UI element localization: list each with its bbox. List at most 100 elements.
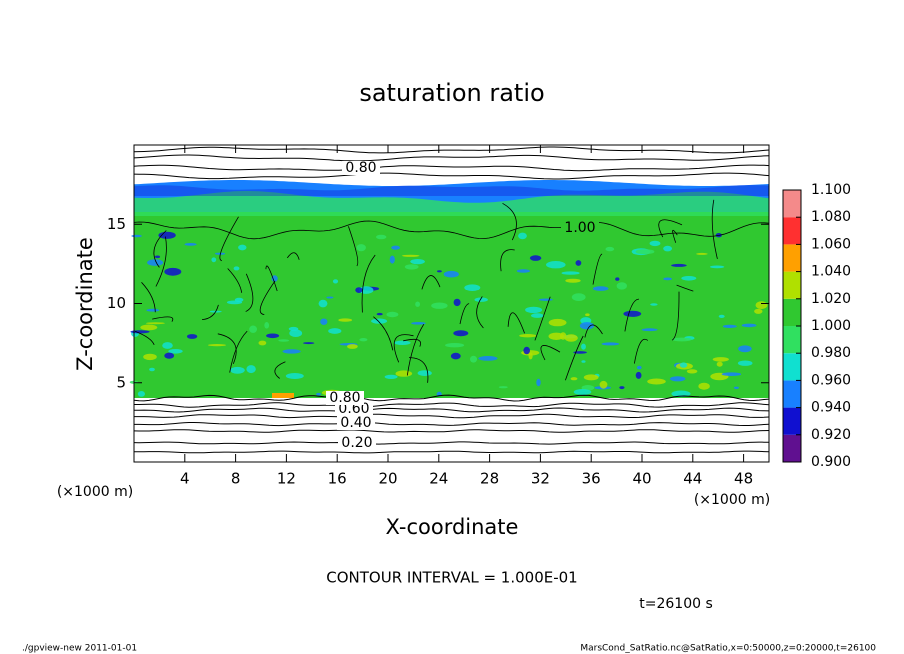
contour-line	[133, 146, 770, 154]
field-patch	[453, 330, 469, 337]
contour-line	[229, 330, 248, 373]
field-band	[134, 185, 769, 196]
field-patch	[623, 310, 642, 317]
x-tick-label: 24	[429, 470, 448, 488]
field-patch	[573, 389, 592, 395]
contour-label: 0.20	[341, 435, 372, 451]
field-patch	[637, 365, 642, 370]
field-patch	[131, 234, 142, 238]
field-patch	[733, 386, 739, 389]
colorbar-label: 0.940	[811, 400, 851, 416]
field-patch	[474, 297, 488, 302]
field-patch	[592, 286, 609, 291]
contour-line	[133, 154, 770, 162]
field-patch	[266, 333, 280, 339]
field-patch	[548, 318, 567, 327]
field-patch	[619, 386, 625, 390]
x-unit: (×1000 m)	[694, 492, 770, 508]
field-patch	[663, 245, 672, 252]
field-patch	[233, 266, 240, 271]
contour-line	[676, 284, 694, 292]
contour-line	[153, 230, 167, 268]
field-patch	[635, 371, 642, 379]
field-patch	[164, 352, 175, 359]
field-patch	[718, 314, 725, 318]
contour-label-bg	[326, 391, 364, 405]
contour-line	[361, 254, 376, 313]
contour-label-bg	[337, 416, 375, 430]
field-patch	[282, 349, 301, 354]
field-patch	[271, 275, 278, 282]
field-patch	[686, 369, 698, 374]
field-patch	[303, 342, 315, 345]
field-patch	[519, 334, 537, 338]
contour-line	[219, 216, 239, 262]
contour-label: 0.80	[345, 160, 376, 176]
field-patch	[376, 312, 383, 316]
contour-line	[459, 303, 470, 325]
field-patch	[258, 340, 267, 346]
field-patch	[402, 254, 420, 257]
field-patch	[154, 255, 161, 259]
field-patch	[384, 374, 398, 379]
contour-line	[540, 345, 561, 361]
field-patch	[470, 355, 477, 363]
field-patch	[143, 353, 157, 361]
x-tick-label: 36	[582, 470, 601, 488]
colorbar-band	[783, 190, 801, 218]
field-patch	[186, 334, 198, 339]
x-tick-label: 32	[531, 470, 550, 488]
footer-left: ./gpview-new 2011-01-01	[22, 644, 137, 654]
x-tick-label: 8	[231, 470, 241, 488]
field-patch	[437, 270, 442, 273]
field-patch	[168, 349, 183, 354]
contour-line	[534, 296, 551, 341]
field-patch	[415, 301, 420, 307]
field-patch	[647, 378, 666, 385]
field-patch	[599, 380, 608, 389]
colorbar-band	[783, 326, 801, 354]
field-patch	[546, 261, 566, 269]
field-patch	[289, 329, 303, 338]
field-patch	[698, 382, 710, 390]
field-patch	[716, 361, 723, 367]
colorbar-label: 0.900	[811, 454, 851, 470]
field-patch	[559, 332, 567, 340]
field-patch	[722, 324, 737, 328]
field-patch	[573, 351, 587, 354]
contour-line	[373, 316, 394, 351]
field-patch	[755, 301, 768, 309]
field-patch	[641, 328, 658, 332]
field-patch	[404, 264, 419, 270]
field-patch	[146, 308, 160, 312]
contour-line	[634, 338, 649, 364]
contour-line	[624, 298, 640, 332]
field-patch	[464, 284, 481, 292]
field-patch	[394, 340, 411, 345]
colorbar-label: 1.100	[811, 182, 851, 198]
field-patch	[278, 339, 290, 342]
field-patch	[146, 322, 165, 325]
contour-line	[141, 282, 156, 313]
field-patch	[679, 362, 688, 368]
field-band	[134, 191, 769, 216]
field-patch	[355, 287, 363, 293]
field-patch	[741, 323, 757, 328]
x-tick-label: 40	[632, 470, 651, 488]
field-patch	[649, 240, 661, 247]
contour-line	[133, 172, 770, 180]
field-patch	[230, 366, 245, 374]
field-patch	[395, 370, 413, 377]
contour-label: 1.00	[564, 220, 595, 236]
field-patch	[386, 311, 399, 318]
x-tick-label: 28	[480, 470, 499, 488]
field-patch	[391, 245, 400, 250]
x-axis-label: X-coordinate	[386, 515, 519, 539]
field-patch	[359, 338, 368, 342]
field-patch	[318, 299, 328, 308]
field-patch	[525, 306, 543, 314]
contour-line	[133, 164, 770, 172]
field-patch	[616, 282, 627, 290]
colorbar-label: 1.080	[811, 209, 851, 225]
field-patch	[431, 302, 448, 309]
